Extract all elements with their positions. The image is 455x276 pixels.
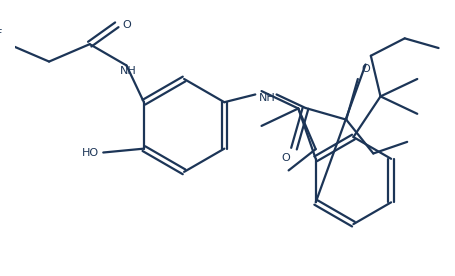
Text: F: F (0, 30, 2, 39)
Text: HO: HO (82, 147, 99, 158)
Text: O: O (122, 20, 131, 30)
Text: O: O (361, 64, 370, 74)
Text: O: O (282, 153, 291, 163)
Text: NH: NH (258, 93, 275, 103)
Text: NH: NH (120, 66, 137, 76)
